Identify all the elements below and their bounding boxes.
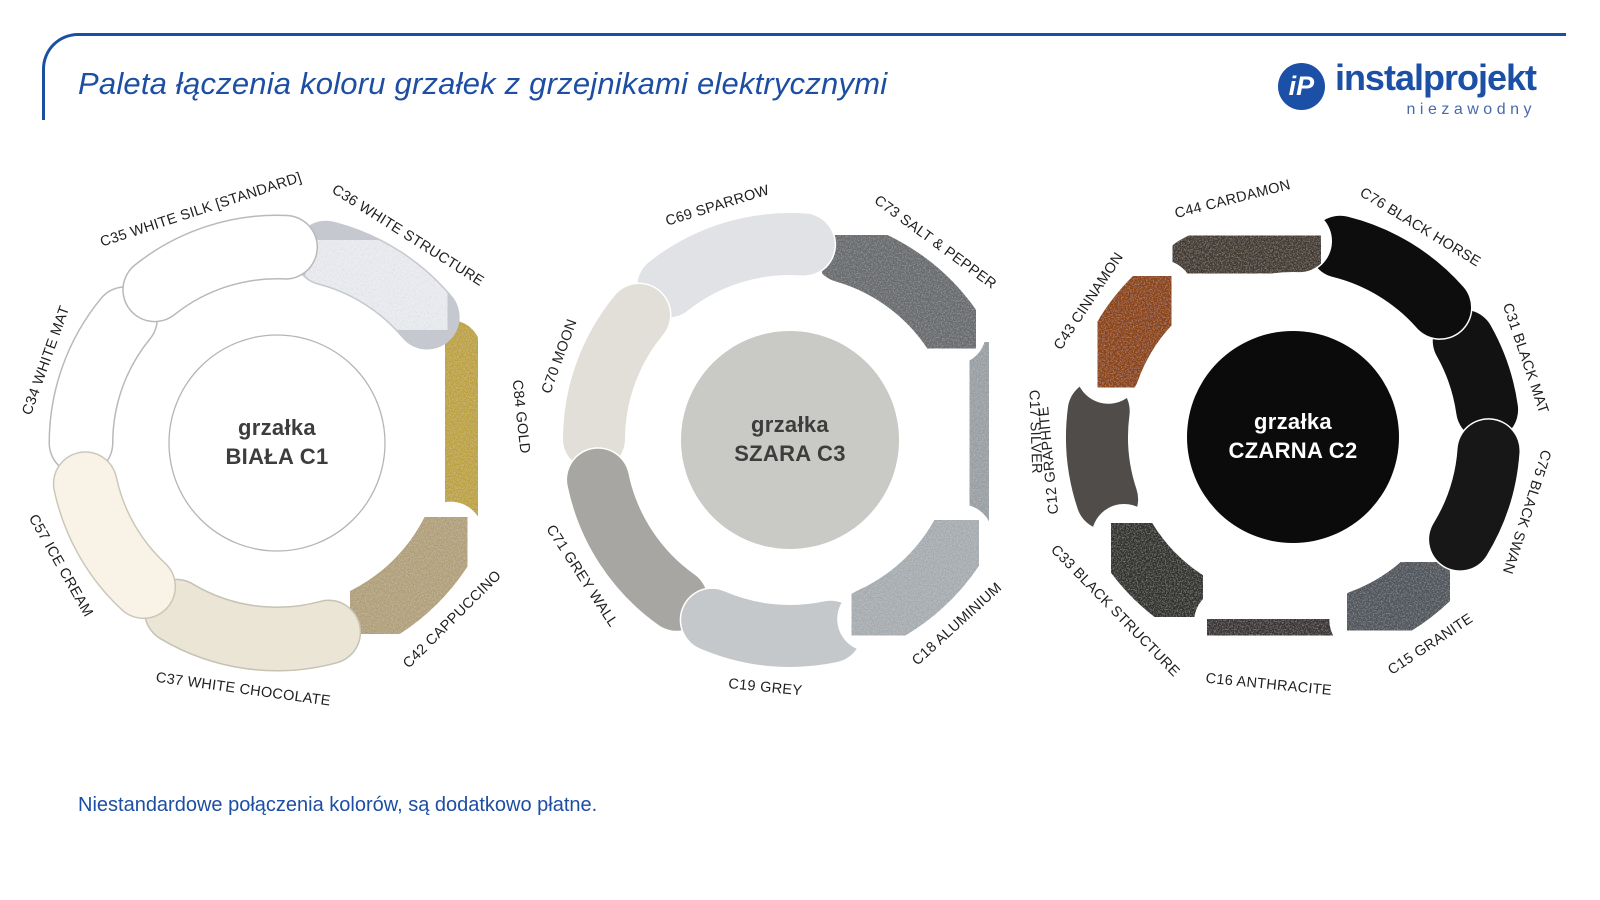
ring-center-circle — [681, 331, 899, 549]
brand-monogram-icon: iP — [1277, 63, 1325, 110]
swatch-arc — [295, 222, 459, 349]
swatch-arc — [145, 580, 360, 670]
swatch-label: C19 GREY — [728, 676, 803, 699]
swatch-arc — [1162, 210, 1331, 299]
swatch-label: C37 WHITE CHOCOLATE — [155, 670, 332, 710]
swatch-label: C84 GOLD — [509, 379, 533, 454]
footnote: Niestandardowe połączenia kolorów, są do… — [78, 794, 598, 816]
ring-center-circle — [1187, 331, 1399, 543]
swatch-arc — [1309, 215, 1472, 339]
swatch-arc — [813, 220, 985, 364]
swatch-arc — [419, 319, 504, 528]
swatch-arc — [50, 287, 157, 474]
swatch-arc — [1429, 419, 1520, 571]
swatch-label: C17 SILVER — [1026, 390, 1045, 475]
brand-logo: iP instalprojekt niezawodny — [1277, 57, 1537, 119]
ring-center-circle — [168, 334, 386, 552]
ring-center-label: grzałka BIAŁA C1 — [225, 415, 328, 469]
ring-center-label: grzałka CZARNA C2 — [1229, 409, 1358, 463]
swatch-arc — [1093, 505, 1221, 635]
swatch-arc — [1330, 540, 1467, 652]
swatch-arc — [681, 588, 862, 667]
swatch-arc — [567, 448, 708, 631]
brand-name: instalprojekt — [1334, 57, 1537, 98]
page-title: Paleta łączenia koloru grzałek z grzejni… — [78, 66, 888, 101]
swatch-arc — [838, 505, 992, 651]
swatch-arc — [123, 216, 317, 321]
swatch-arc — [1195, 590, 1354, 664]
ring-center-label: grzałka SZARA C3 — [734, 412, 846, 466]
swatch-arc — [563, 284, 670, 470]
swatch-arc — [1077, 261, 1192, 403]
swatch-arc — [1066, 380, 1139, 531]
swatch-arc — [335, 503, 482, 649]
swatch-arc — [1432, 309, 1519, 441]
swatch-label: C16 ANTHRACITE — [1205, 671, 1333, 699]
swatch-arc — [637, 213, 835, 318]
brand-monogram-text: iP — [1288, 71, 1315, 101]
swatch-arc — [941, 337, 1017, 531]
swatch-arc — [54, 452, 175, 618]
brand-tagline: niezawodny — [1406, 101, 1536, 118]
